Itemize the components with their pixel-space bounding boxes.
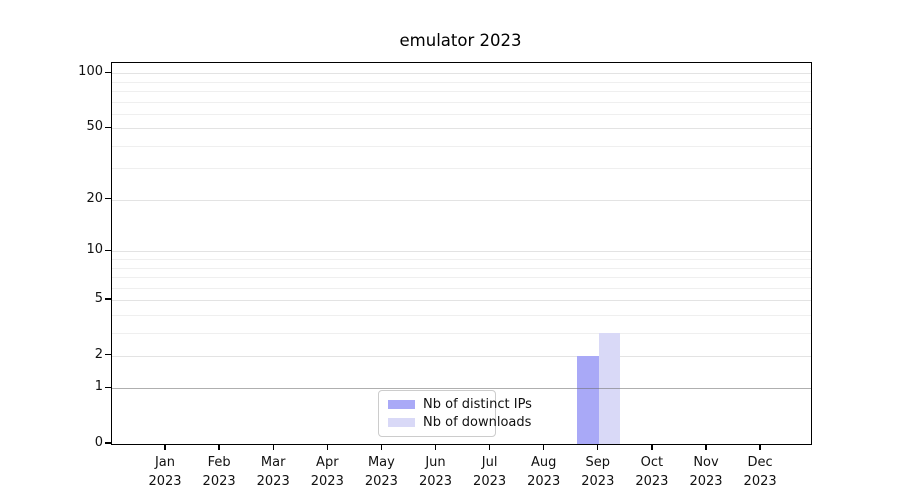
x-tick-mark [380, 444, 383, 451]
x-tick-label: Feb 2023 [202, 455, 236, 489]
x-tick-mark [434, 444, 437, 451]
x-tick-label: Mar 2023 [256, 455, 290, 489]
x-tick-mark [326, 444, 328, 451]
x-tick-mark [651, 444, 653, 451]
y-tick-mark [105, 197, 111, 200]
legend: Nb of distinct IPs Nb of downloads [378, 390, 532, 437]
x-tick-mark [543, 444, 545, 451]
y-tick-mark [105, 442, 111, 444]
legend-label-downloads: Nb of downloads [423, 415, 532, 430]
y-tick-mark [105, 354, 111, 356]
x-tick-label: Jan 2023 [148, 455, 182, 489]
x-tick-mark [488, 444, 491, 451]
gridline-major [112, 355, 811, 357]
gridline-minor [112, 332, 811, 334]
y-tick-mark [105, 298, 111, 300]
gridline-minor [112, 168, 811, 170]
plot-area [111, 62, 812, 445]
gridline-minor [112, 314, 811, 316]
gridline-minor [112, 113, 811, 115]
x-tick-label: May 2023 [364, 455, 398, 489]
y-tick-label: 50 [86, 119, 103, 135]
y-tick-label: 100 [78, 64, 103, 80]
x-tick-label: Oct 2023 [635, 455, 669, 489]
y-tick-label: 5 [94, 291, 103, 307]
x-tick-mark [759, 444, 761, 451]
y-tick-label: 2 [94, 346, 103, 362]
gridline-minor [112, 267, 811, 269]
x-tick-label: Nov 2023 [689, 455, 723, 489]
legend-swatch-downloads-icon [388, 418, 415, 427]
legend-swatch-distinct-ips-icon [388, 400, 415, 409]
y-tick-mark [105, 386, 111, 388]
x-tick-mark [272, 444, 274, 451]
y-tick-mark [105, 249, 111, 252]
legend-label-distinct-ips: Nb of distinct IPs [423, 397, 532, 412]
chart-title: emulator 2023 [399, 31, 522, 50]
x-tick-label: Jun 2023 [418, 455, 453, 489]
gridline-major [112, 199, 811, 201]
x-tick-mark [597, 444, 599, 451]
gridline-minor [112, 101, 811, 103]
gridline-minor [112, 277, 811, 279]
y-tick-mark [105, 126, 111, 128]
y-tick-label: 0 [94, 435, 103, 450]
legend-item-distinct-ips: Nb of distinct IPs [388, 397, 532, 412]
gridline-minor [112, 287, 811, 289]
gridline-major [112, 300, 811, 302]
x-tick-mark [164, 444, 166, 451]
gridline-minor [112, 259, 811, 261]
x-tick-label: Apr 2023 [310, 455, 344, 489]
x-tick-label: Sep 2023 [581, 455, 615, 489]
x-tick-mark [218, 444, 220, 451]
gridline-major [112, 251, 811, 253]
x-tick-mark [705, 444, 707, 451]
bar-distinct-ips [577, 355, 599, 444]
gridline-minor [112, 81, 811, 83]
gridline-minor [112, 145, 811, 147]
gridline-minor [112, 91, 811, 93]
y-tick-label: 1 [94, 379, 103, 395]
y-tick-mark [105, 71, 111, 74]
x-tick-label: Dec 2023 [743, 455, 777, 489]
y-tick-label: 10 [86, 242, 103, 258]
x-tick-label: Aug 2023 [527, 455, 561, 489]
legend-item-downloads: Nb of downloads [388, 415, 531, 430]
gridline-unit [112, 388, 811, 390]
y-tick-label: 20 [86, 190, 103, 206]
gridline-major [112, 128, 811, 130]
gridline-major [112, 73, 811, 75]
x-tick-label: Jul 2023 [473, 455, 507, 489]
